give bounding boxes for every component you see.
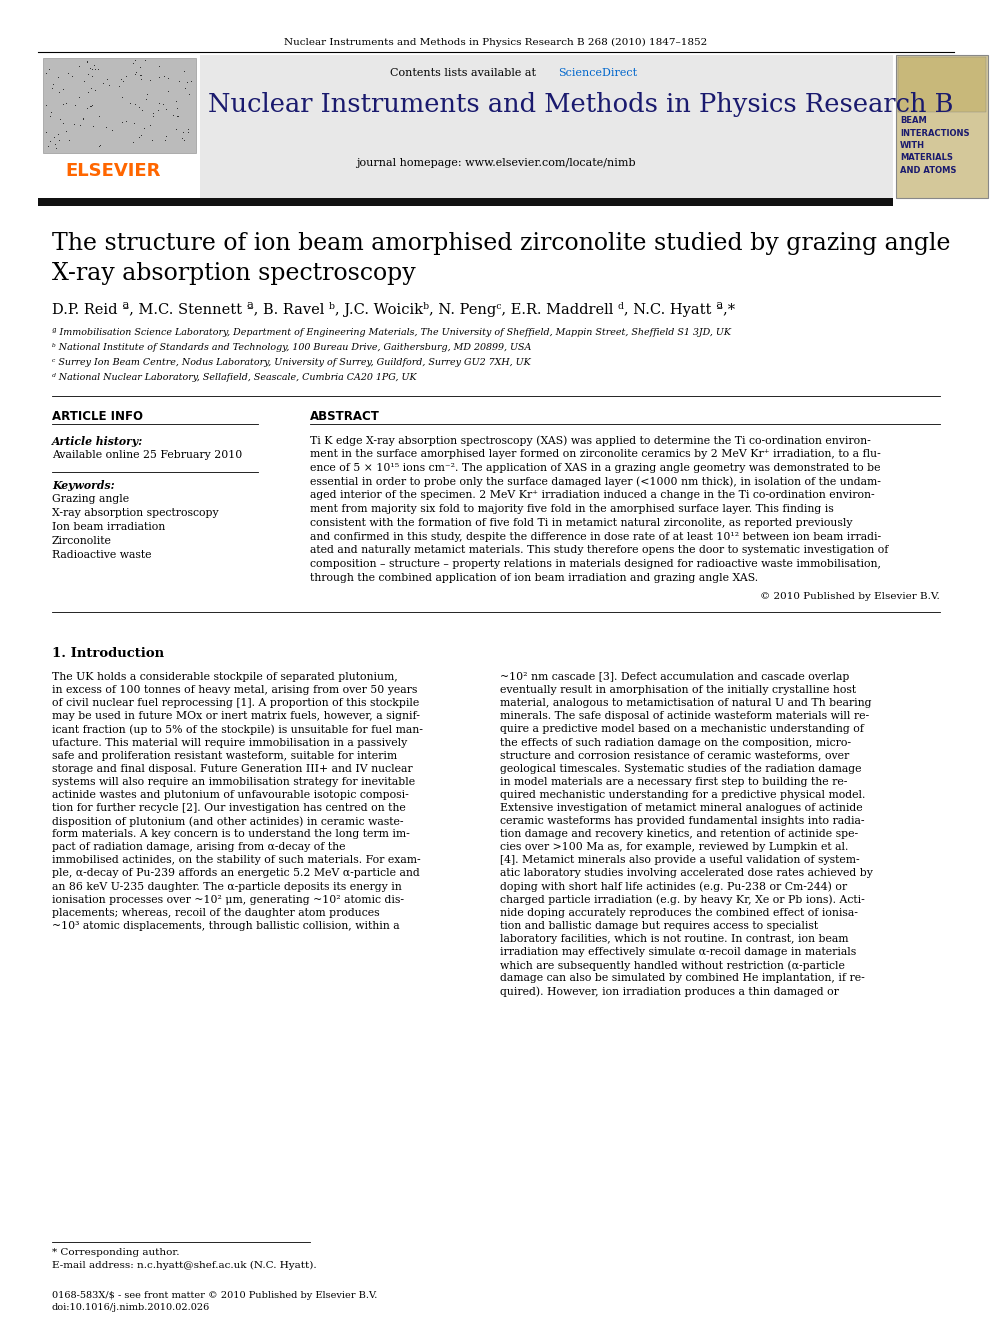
- Text: tion damage and recovery kinetics, and retention of actinide spe-: tion damage and recovery kinetics, and r…: [500, 830, 858, 839]
- Text: ment in the surface amorphised layer formed on zirconolite ceramics by 2 MeV Kr⁺: ment in the surface amorphised layer for…: [310, 448, 881, 459]
- Text: quired mechanistic understanding for a predictive physical model.: quired mechanistic understanding for a p…: [500, 790, 865, 800]
- Text: cies over >100 Ma as, for example, reviewed by Lumpkin et al.: cies over >100 Ma as, for example, revie…: [500, 843, 848, 852]
- Text: irradiation may effectively simulate α-recoil damage in materials: irradiation may effectively simulate α-r…: [500, 947, 856, 957]
- Text: charged particle irradiation (e.g. by heavy Kr, Xe or Pb ions). Acti-: charged particle irradiation (e.g. by he…: [500, 894, 865, 905]
- Text: geological timescales. Systematic studies of the radiation damage: geological timescales. Systematic studie…: [500, 763, 861, 774]
- Text: ence of 5 × 10¹⁵ ions cm⁻². The application of XAS in a grazing angle geometry w: ence of 5 × 10¹⁵ ions cm⁻². The applicat…: [310, 463, 881, 472]
- Text: ª Immobilisation Science Laboratory, Department of Engineering Materials, The Un: ª Immobilisation Science Laboratory, Dep…: [52, 328, 731, 337]
- Text: and confirmed in this study, despite the difference in dose rate of at least 10¹: and confirmed in this study, despite the…: [310, 532, 881, 541]
- Text: composition – structure – property relations in materials designed for radioacti: composition – structure – property relat…: [310, 560, 881, 569]
- Text: 0168-583X/$ - see front matter © 2010 Published by Elsevier B.V.: 0168-583X/$ - see front matter © 2010 Pu…: [52, 1291, 377, 1301]
- Text: pact of radiation damage, arising from α-decay of the: pact of radiation damage, arising from α…: [52, 843, 345, 852]
- Text: BEAM
INTERACTIONS
WITH
MATERIALS
AND ATOMS: BEAM INTERACTIONS WITH MATERIALS AND ATO…: [900, 116, 969, 175]
- Text: structure and corrosion resistance of ceramic wasteforms, over: structure and corrosion resistance of ce…: [500, 750, 849, 761]
- FancyBboxPatch shape: [898, 57, 986, 112]
- FancyBboxPatch shape: [896, 56, 988, 198]
- Text: ceramic wasteforms has provided fundamental insights into radia-: ceramic wasteforms has provided fundamen…: [500, 816, 864, 826]
- Text: Keywords:: Keywords:: [52, 480, 115, 491]
- Text: essential in order to probe only the surface damaged layer (<1000 nm thick), in : essential in order to probe only the sur…: [310, 476, 881, 487]
- Text: atic laboratory studies involving accelerated dose rates achieved by: atic laboratory studies involving accele…: [500, 868, 873, 878]
- Text: X-ray absorption spectroscopy: X-ray absorption spectroscopy: [52, 508, 218, 519]
- Text: ionisation processes over ~10² μm, generating ~10² atomic dis-: ionisation processes over ~10² μm, gener…: [52, 894, 404, 905]
- Text: through the combined application of ion beam irradiation and grazing angle XAS.: through the combined application of ion …: [310, 573, 758, 583]
- Text: in model materials are a necessary first step to building the re-: in model materials are a necessary first…: [500, 777, 847, 787]
- Text: ~10² nm cascade [3]. Defect accumulation and cascade overlap: ~10² nm cascade [3]. Defect accumulation…: [500, 672, 849, 681]
- Text: Available online 25 February 2010: Available online 25 February 2010: [52, 450, 242, 460]
- Text: The UK holds a considerable stockpile of separated plutonium,: The UK holds a considerable stockpile of…: [52, 672, 398, 681]
- Text: * Corresponding author.: * Corresponding author.: [52, 1248, 180, 1257]
- Text: icant fraction (up to 5% of the stockpile) is unsuitable for fuel man-: icant fraction (up to 5% of the stockpil…: [52, 725, 423, 736]
- Text: an 86 keV U-235 daughter. The α-particle deposits its energy in: an 86 keV U-235 daughter. The α-particle…: [52, 881, 402, 892]
- Text: ~10³ atomic displacements, through ballistic collision, within a: ~10³ atomic displacements, through balli…: [52, 921, 400, 931]
- Text: Contents lists available at: Contents lists available at: [390, 67, 540, 78]
- Text: may be used in future MOx or inert matrix fuels, however, a signif-: may be used in future MOx or inert matri…: [52, 712, 420, 721]
- Text: of civil nuclear fuel reprocessing [1]. A proportion of this stockpile: of civil nuclear fuel reprocessing [1]. …: [52, 699, 420, 708]
- Text: ufacture. This material will require immobilisation in a passively: ufacture. This material will require imm…: [52, 737, 408, 747]
- Text: immobilised actinides, on the stability of such materials. For exam-: immobilised actinides, on the stability …: [52, 856, 421, 865]
- Text: Radioactive waste: Radioactive waste: [52, 550, 152, 560]
- Text: ᶜ Surrey Ion Beam Centre, Nodus Laboratory, University of Surrey, Guildford, Sur: ᶜ Surrey Ion Beam Centre, Nodus Laborato…: [52, 359, 531, 366]
- Text: doping with short half life actinides (e.g. Pu-238 or Cm-244) or: doping with short half life actinides (e…: [500, 881, 847, 892]
- Text: D.P. Reid ª, M.C. Stennett ª, B. Ravel ᵇ, J.C. Woicikᵇ, N. Pengᶜ, E.R. Maddrell : D.P. Reid ª, M.C. Stennett ª, B. Ravel ᵇ…: [52, 302, 735, 318]
- Text: journal homepage: www.elsevier.com/locate/nimb: journal homepage: www.elsevier.com/locat…: [356, 157, 636, 168]
- Text: quired). However, ion irradiation produces a thin damaged or: quired). However, ion irradiation produc…: [500, 987, 839, 998]
- Text: minerals. The safe disposal of actinide wasteform materials will re-: minerals. The safe disposal of actinide …: [500, 712, 869, 721]
- Text: which are subsequently handled without restriction (α-particle: which are subsequently handled without r…: [500, 960, 845, 971]
- Text: The structure of ion beam amorphised zirconolite studied by grazing angle: The structure of ion beam amorphised zir…: [52, 232, 950, 255]
- Text: Article history:: Article history:: [52, 437, 143, 447]
- Text: ᵈ National Nuclear Laboratory, Sellafield, Seascale, Cumbria CA20 1PG, UK: ᵈ National Nuclear Laboratory, Sellafiel…: [52, 373, 417, 382]
- FancyBboxPatch shape: [38, 198, 893, 206]
- Text: nide doping accurately reproduces the combined effect of ionisa-: nide doping accurately reproduces the co…: [500, 908, 858, 918]
- Text: © 2010 Published by Elsevier B.V.: © 2010 Published by Elsevier B.V.: [760, 591, 940, 601]
- FancyBboxPatch shape: [38, 56, 200, 198]
- Text: systems will also require an immobilisation strategy for inevitable: systems will also require an immobilisat…: [52, 777, 415, 787]
- Text: safe and proliferation resistant wasteform, suitable for interim: safe and proliferation resistant wastefo…: [52, 750, 397, 761]
- Text: eventually result in amorphisation of the initially crystalline host: eventually result in amorphisation of th…: [500, 685, 856, 695]
- Text: doi:10.1016/j.nimb.2010.02.026: doi:10.1016/j.nimb.2010.02.026: [52, 1303, 210, 1312]
- Text: tion for further recycle [2]. Our investigation has centred on the: tion for further recycle [2]. Our invest…: [52, 803, 406, 814]
- FancyBboxPatch shape: [43, 58, 196, 153]
- Text: tion and ballistic damage but requires access to specialist: tion and ballistic damage but requires a…: [500, 921, 818, 931]
- Text: ARTICLE INFO: ARTICLE INFO: [52, 410, 143, 423]
- Text: Zirconolite: Zirconolite: [52, 536, 112, 546]
- Text: disposition of plutonium (and other actinides) in ceramic waste-: disposition of plutonium (and other acti…: [52, 816, 404, 827]
- Text: X-ray absorption spectroscopy: X-ray absorption spectroscopy: [52, 262, 416, 284]
- Text: Grazing angle: Grazing angle: [52, 493, 129, 504]
- Text: ScienceDirect: ScienceDirect: [558, 67, 637, 78]
- Text: 1. Introduction: 1. Introduction: [52, 647, 164, 660]
- Text: actinide wastes and plutonium of unfavourable isotopic composi-: actinide wastes and plutonium of unfavou…: [52, 790, 409, 800]
- Text: placements; whereas, recoil of the daughter atom produces: placements; whereas, recoil of the daugh…: [52, 908, 380, 918]
- Text: damage can also be simulated by combined He implantation, if re-: damage can also be simulated by combined…: [500, 974, 865, 983]
- Text: ment from majority six fold to majority five fold in the amorphised surface laye: ment from majority six fold to majority …: [310, 504, 833, 515]
- Text: storage and final disposal. Future Generation III+ and IV nuclear: storage and final disposal. Future Gener…: [52, 763, 413, 774]
- Text: [4]. Metamict minerals also provide a useful validation of system-: [4]. Metamict minerals also provide a us…: [500, 856, 860, 865]
- Text: ple, α-decay of Pu-239 affords an energetic 5.2 MeV α-particle and: ple, α-decay of Pu-239 affords an energe…: [52, 868, 420, 878]
- Text: ated and naturally metamict materials. This study therefore opens the door to sy: ated and naturally metamict materials. T…: [310, 545, 889, 556]
- Text: the effects of such radiation damage on the composition, micro-: the effects of such radiation damage on …: [500, 737, 851, 747]
- Text: laboratory facilities, which is not routine. In contrast, ion beam: laboratory facilities, which is not rout…: [500, 934, 848, 945]
- Text: in excess of 100 tonnes of heavy metal, arising from over 50 years: in excess of 100 tonnes of heavy metal, …: [52, 685, 418, 695]
- Text: form materials. A key concern is to understand the long term im-: form materials. A key concern is to unde…: [52, 830, 410, 839]
- Text: ABSTRACT: ABSTRACT: [310, 410, 380, 423]
- Text: material, analogous to metamictisation of natural U and Th bearing: material, analogous to metamictisation o…: [500, 699, 872, 708]
- Text: ELSEVIER: ELSEVIER: [65, 161, 161, 180]
- Text: quire a predictive model based on a mechanistic understanding of: quire a predictive model based on a mech…: [500, 725, 864, 734]
- Text: Nuclear Instruments and Methods in Physics Research B 268 (2010) 1847–1852: Nuclear Instruments and Methods in Physi…: [285, 38, 707, 48]
- Text: Nuclear Instruments and Methods in Physics Research B: Nuclear Instruments and Methods in Physi…: [208, 93, 953, 116]
- Text: Extensive investigation of metamict mineral analogues of actinide: Extensive investigation of metamict mine…: [500, 803, 863, 814]
- Text: ᵇ National Institute of Standards and Technology, 100 Bureau Drive, Gaithersburg: ᵇ National Institute of Standards and Te…: [52, 343, 532, 352]
- Text: E-mail address: n.c.hyatt@shef.ac.uk (N.C. Hyatt).: E-mail address: n.c.hyatt@shef.ac.uk (N.…: [52, 1261, 316, 1270]
- Text: aged interior of the specimen. 2 MeV Kr⁺ irradiation induced a change in the Ti : aged interior of the specimen. 2 MeV Kr⁺…: [310, 491, 875, 500]
- FancyBboxPatch shape: [38, 56, 893, 198]
- Text: Ion beam irradiation: Ion beam irradiation: [52, 523, 166, 532]
- Text: Ti K edge X-ray absorption spectroscopy (XAS) was applied to determine the Ti co: Ti K edge X-ray absorption spectroscopy …: [310, 435, 871, 446]
- Text: consistent with the formation of five fold Ti in metamict natural zirconolite, a: consistent with the formation of five fo…: [310, 517, 852, 528]
